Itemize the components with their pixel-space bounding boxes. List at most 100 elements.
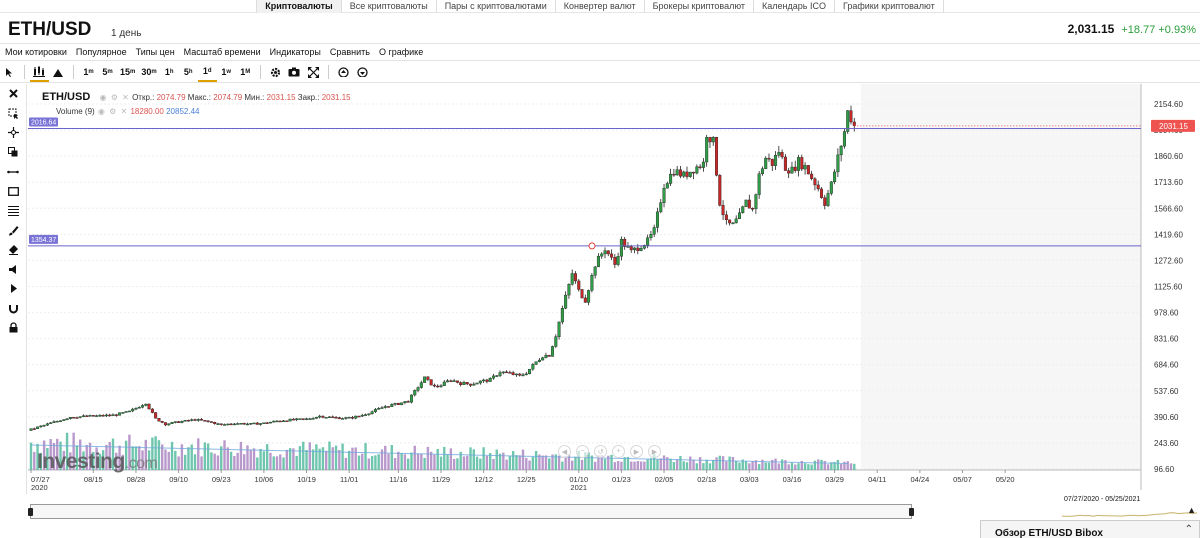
interval-button-2[interactable]: 15 m xyxy=(120,67,136,77)
volume-bar xyxy=(754,460,758,470)
cursor-icon[interactable] xyxy=(0,63,19,82)
cloud-download-icon[interactable] xyxy=(353,63,372,82)
volume-bar xyxy=(485,456,489,470)
candle-body xyxy=(452,380,456,382)
candle-body xyxy=(232,423,236,426)
arrow-icon[interactable] xyxy=(0,279,27,299)
eye-icon[interactable]: ◉ xyxy=(97,107,105,116)
close-icon[interactable] xyxy=(0,84,27,104)
candle-body xyxy=(573,273,577,282)
camera-icon[interactable] xyxy=(285,63,304,82)
chart-scrollbar[interactable] xyxy=(28,504,914,519)
mountain-icon[interactable] xyxy=(49,63,68,82)
candle-body xyxy=(180,421,184,423)
nav-tab-0[interactable]: Криптовалюты xyxy=(256,0,342,13)
scroll-right-icon[interactable]: ▶ xyxy=(630,445,643,458)
eye-icon[interactable]: ◉ xyxy=(99,93,107,102)
lock-icon[interactable] xyxy=(0,318,27,338)
fibonacci-icon[interactable] xyxy=(0,201,27,221)
candle-body xyxy=(551,346,555,357)
line-icon[interactable] xyxy=(0,162,27,182)
candles-icon[interactable] xyxy=(30,63,49,82)
crosshair-icon[interactable] xyxy=(0,123,27,143)
interval-button-3[interactable]: 30 m xyxy=(141,67,157,77)
nav-tab-3[interactable]: Конвертер валют xyxy=(556,0,645,13)
volume-bar xyxy=(206,443,210,470)
copy-icon[interactable] xyxy=(0,143,27,163)
settings-icon[interactable] xyxy=(266,63,285,82)
nav-tab-1[interactable]: Все криптовалюты xyxy=(342,0,437,13)
candle-body xyxy=(678,169,682,177)
nav-tab-6[interactable]: Графики криптовалют xyxy=(835,0,944,13)
volume-bar xyxy=(33,451,36,470)
menu-item-4[interactable]: Индикаторы xyxy=(269,47,321,57)
candle-body xyxy=(665,183,669,189)
volume-bar xyxy=(725,461,728,470)
fullscreen-icon[interactable] xyxy=(304,63,323,82)
candle-body xyxy=(541,357,545,361)
volume-bar xyxy=(82,451,85,470)
candle-body xyxy=(475,382,479,385)
candle-body xyxy=(262,422,266,424)
magnet-icon[interactable] xyxy=(0,299,27,319)
volume-bar xyxy=(515,455,518,470)
candle-body xyxy=(373,409,377,412)
volume-bar xyxy=(577,450,580,470)
line-anchor-handle[interactable] xyxy=(588,242,596,250)
volume-bar xyxy=(75,445,79,470)
rectangle-icon[interactable] xyxy=(0,182,27,202)
chevron-up-icon[interactable]: ⌃ xyxy=(1184,524,1193,535)
volume-bar xyxy=(423,457,426,470)
candle-body xyxy=(770,158,774,166)
scrollbar-right-handle[interactable] xyxy=(909,508,914,516)
close-icon[interactable]: ✕ xyxy=(122,93,129,102)
close-icon[interactable]: ✕ xyxy=(120,107,128,116)
nav-tab-4[interactable]: Брокеры криптовалют xyxy=(645,0,755,13)
menu-item-0[interactable]: Мои котировки xyxy=(5,47,67,57)
price-chart[interactable]: 2154.602007.601860.601713.601566.601419.… xyxy=(28,84,1200,494)
eraser-icon[interactable] xyxy=(0,240,27,260)
menu-item-6[interactable]: О графике xyxy=(378,47,424,57)
volume-bar xyxy=(843,461,846,470)
candle-body xyxy=(633,247,637,251)
menu-item-1[interactable]: Популярное xyxy=(75,47,127,57)
volume-bar xyxy=(584,452,587,470)
volume-bar xyxy=(705,459,708,470)
overview-panel[interactable]: Обзор ETH/USD Bibox ⌃ xyxy=(980,520,1200,538)
volume-bar xyxy=(288,448,292,470)
volume-bar xyxy=(95,447,98,470)
cloud-upload-icon[interactable] xyxy=(334,63,353,82)
price-block: 2,031.15 +18.77 +0.93% xyxy=(1068,22,1196,36)
speaker-icon[interactable] xyxy=(0,260,27,280)
nav-tab-5[interactable]: Календарь ICO xyxy=(754,0,835,13)
menu-item-2[interactable]: Типы цен xyxy=(135,47,175,57)
x-year-label: 2021 xyxy=(570,483,587,492)
brush-icon[interactable] xyxy=(0,221,27,241)
overview-scroll-icon[interactable]: ▲ xyxy=(1187,505,1196,515)
candle-body xyxy=(45,423,49,426)
zoom-out-icon[interactable]: − xyxy=(576,445,589,458)
gear-icon[interactable]: ⚙ xyxy=(110,93,118,102)
volume-bar xyxy=(482,447,485,470)
menu-item-5[interactable]: Сравнить xyxy=(329,47,370,57)
nav-tab-2[interactable]: Пары с криптовалютами xyxy=(437,0,556,13)
scroll-left-icon[interactable]: ◀ xyxy=(558,445,571,458)
zoom-in-icon[interactable]: + xyxy=(612,445,625,458)
select-icon[interactable] xyxy=(0,104,27,124)
gear-icon[interactable]: ⚙ xyxy=(109,107,117,116)
scrollbar-left-handle[interactable] xyxy=(28,508,33,516)
volume-bar xyxy=(738,462,741,470)
price-chart-svg[interactable]: 2154.602007.601860.601713.601566.601419.… xyxy=(28,84,1200,494)
go-end-icon[interactable]: ▶ xyxy=(648,445,661,458)
candle-body xyxy=(380,407,384,409)
menu-item-3[interactable]: Масштаб времени xyxy=(183,47,261,57)
reset-icon[interactable]: ↺ xyxy=(594,445,607,458)
candle-body xyxy=(344,417,348,419)
